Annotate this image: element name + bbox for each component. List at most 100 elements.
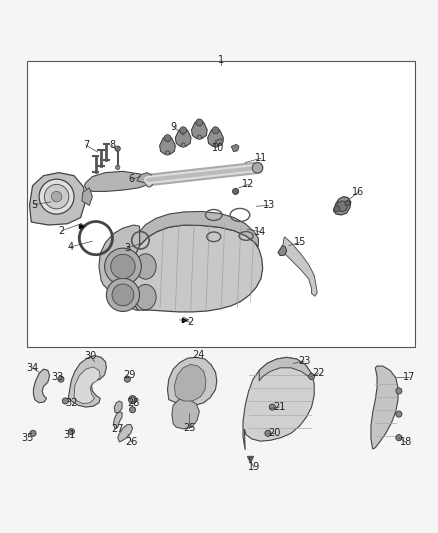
Circle shape [129, 395, 137, 403]
Circle shape [196, 119, 203, 126]
Text: 5: 5 [32, 199, 38, 209]
Polygon shape [215, 139, 223, 146]
Polygon shape [113, 411, 122, 429]
Circle shape [265, 430, 271, 437]
Circle shape [334, 206, 340, 212]
Polygon shape [333, 197, 351, 215]
Circle shape [39, 179, 74, 214]
Polygon shape [167, 357, 217, 405]
Polygon shape [243, 357, 314, 450]
Circle shape [212, 127, 219, 134]
Polygon shape [114, 401, 122, 413]
Polygon shape [68, 356, 106, 407]
Text: 2: 2 [59, 225, 65, 236]
Circle shape [181, 143, 185, 147]
Text: 27: 27 [111, 424, 124, 434]
Text: 13: 13 [263, 200, 275, 211]
Circle shape [112, 284, 134, 306]
Circle shape [180, 127, 187, 134]
Circle shape [62, 398, 68, 404]
Circle shape [396, 411, 402, 417]
Text: 23: 23 [298, 356, 311, 366]
Text: 1: 1 [218, 55, 224, 66]
Text: 2: 2 [187, 317, 194, 327]
Polygon shape [33, 369, 49, 403]
Text: 31: 31 [64, 430, 76, 440]
Polygon shape [283, 237, 317, 296]
Circle shape [131, 398, 135, 402]
Text: 8: 8 [109, 140, 115, 150]
Circle shape [58, 376, 64, 382]
Circle shape [337, 201, 347, 212]
Text: 16: 16 [352, 187, 364, 197]
Text: 35: 35 [21, 433, 34, 442]
Polygon shape [128, 225, 263, 312]
Circle shape [115, 146, 120, 151]
Circle shape [164, 135, 171, 142]
Circle shape [213, 143, 218, 147]
Circle shape [197, 135, 201, 140]
Circle shape [30, 430, 36, 437]
Text: 12: 12 [242, 180, 254, 189]
Polygon shape [85, 171, 151, 191]
Text: 15: 15 [293, 238, 306, 247]
Polygon shape [82, 188, 92, 205]
Circle shape [51, 191, 62, 202]
Circle shape [345, 200, 350, 206]
Circle shape [396, 434, 402, 441]
Circle shape [269, 404, 276, 410]
Circle shape [396, 388, 402, 394]
Text: 20: 20 [268, 429, 281, 438]
Polygon shape [159, 135, 175, 154]
Polygon shape [278, 246, 287, 256]
Circle shape [252, 163, 263, 173]
Polygon shape [259, 357, 311, 381]
Text: 28: 28 [127, 398, 140, 408]
FancyBboxPatch shape [27, 61, 416, 348]
Text: 4: 4 [67, 242, 74, 252]
Polygon shape [191, 120, 207, 139]
Polygon shape [140, 212, 258, 247]
Ellipse shape [145, 175, 153, 187]
Circle shape [68, 429, 74, 434]
Text: 33: 33 [51, 372, 64, 382]
Polygon shape [175, 128, 191, 147]
Polygon shape [99, 225, 140, 310]
Text: 25: 25 [183, 423, 195, 433]
Polygon shape [208, 128, 223, 147]
Text: 29: 29 [124, 370, 136, 380]
Text: 7: 7 [83, 140, 89, 150]
Text: 32: 32 [65, 398, 78, 408]
Ellipse shape [135, 254, 156, 279]
Polygon shape [172, 400, 199, 429]
Polygon shape [174, 364, 206, 401]
Text: 14: 14 [254, 227, 266, 237]
Text: 34: 34 [26, 363, 38, 373]
Text: 24: 24 [192, 350, 204, 360]
Circle shape [44, 184, 69, 209]
Text: 30: 30 [84, 351, 96, 361]
Circle shape [106, 278, 140, 311]
Text: 21: 21 [273, 402, 286, 412]
Circle shape [116, 165, 120, 169]
Polygon shape [137, 173, 151, 183]
Polygon shape [118, 425, 133, 442]
Circle shape [105, 248, 141, 285]
Circle shape [308, 374, 314, 379]
Text: 10: 10 [212, 143, 224, 153]
Circle shape [233, 188, 239, 195]
Circle shape [124, 376, 131, 382]
Ellipse shape [135, 285, 156, 310]
Text: 3: 3 [124, 243, 131, 253]
Text: 26: 26 [126, 437, 138, 447]
Circle shape [111, 254, 135, 279]
Text: 17: 17 [403, 372, 415, 382]
Text: 6: 6 [129, 174, 135, 184]
Text: 18: 18 [400, 437, 412, 447]
Polygon shape [29, 173, 85, 225]
Polygon shape [231, 144, 239, 152]
Circle shape [130, 407, 136, 413]
Text: 22: 22 [312, 368, 325, 378]
Text: 19: 19 [248, 462, 260, 472]
Polygon shape [371, 366, 398, 449]
